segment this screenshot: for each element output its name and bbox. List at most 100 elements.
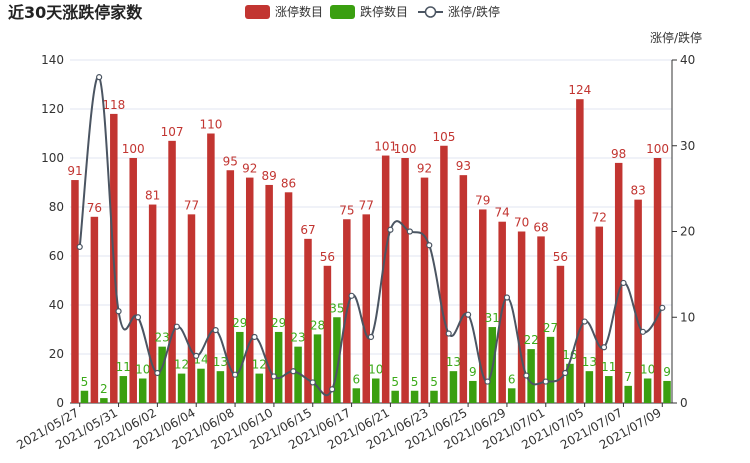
bar-down xyxy=(372,378,380,403)
bar-up-label: 70 xyxy=(514,216,529,230)
bar-up-label: 124 xyxy=(568,83,591,97)
chart-title: 近30天涨跌停家数 xyxy=(8,3,143,22)
bar-down-label: 12 xyxy=(252,358,267,372)
bar-down xyxy=(313,334,322,403)
bar-up-label: 110 xyxy=(199,118,222,132)
bar-up-label: 68 xyxy=(533,220,548,234)
bar-up xyxy=(381,155,390,403)
bar-down-label: 7 xyxy=(624,370,632,384)
bar-up xyxy=(595,226,604,403)
bar-down-label: 27 xyxy=(543,321,558,335)
bar-up xyxy=(304,238,312,403)
ratio-point xyxy=(406,228,413,235)
bar-down xyxy=(643,378,652,403)
ratio-point xyxy=(387,226,394,233)
bar-down xyxy=(507,388,516,403)
ratio-point xyxy=(96,74,103,81)
ratio-point xyxy=(484,378,491,385)
ratio-point xyxy=(154,369,161,377)
y-left-tick-label: 20 xyxy=(49,347,64,361)
bar-down xyxy=(391,390,399,403)
bar-down-label: 11 xyxy=(601,360,616,374)
bar-down xyxy=(605,376,613,403)
bar-down xyxy=(430,390,438,403)
bar-up-label: 56 xyxy=(553,250,568,264)
y-right-tick-label: 40 xyxy=(680,53,695,67)
legend-swatch-2 xyxy=(330,5,355,19)
bar-down-label: 13 xyxy=(582,355,597,369)
y-left-tick-label: 60 xyxy=(49,249,64,263)
ratio-point xyxy=(134,314,142,321)
bar-up xyxy=(129,158,137,403)
bar-down-label: 23 xyxy=(290,331,305,345)
bar-down-label: 5 xyxy=(430,375,438,389)
bar-down xyxy=(663,380,671,403)
bar-down xyxy=(119,376,128,403)
bar-up xyxy=(653,158,662,403)
bar-down-label: 31 xyxy=(485,311,500,325)
ratio-point xyxy=(348,292,355,299)
bar-down xyxy=(469,380,477,403)
ratio-point xyxy=(659,304,666,311)
bar-up xyxy=(71,180,79,403)
bar-up-label: 91 xyxy=(67,164,82,178)
bar-down xyxy=(138,378,147,403)
bar-up-label: 93 xyxy=(456,159,471,173)
bar-down-label: 13 xyxy=(213,355,228,369)
bar-up xyxy=(401,158,409,403)
bar-down xyxy=(216,371,225,403)
bar-down-label: 9 xyxy=(469,365,477,379)
bar-down-label: 29 xyxy=(232,316,247,330)
bar-up xyxy=(517,231,526,403)
bar-up-label: 56 xyxy=(320,250,335,264)
bar-up-label: 95 xyxy=(223,154,238,168)
bar-down-label: 11 xyxy=(116,360,131,374)
bar-up-label: 98 xyxy=(611,147,626,161)
bar-up-label: 77 xyxy=(359,198,374,212)
bar-down-label: 10 xyxy=(640,363,655,377)
y-left-tick-label: 40 xyxy=(49,298,64,312)
bar-up-label: 89 xyxy=(262,169,277,183)
y-left-tick-label: 100 xyxy=(41,151,64,165)
bar-down-label: 35 xyxy=(329,301,344,315)
legend-swatch-1 xyxy=(245,5,270,19)
ratio-point xyxy=(367,333,375,341)
bar-up-label: 76 xyxy=(87,201,102,215)
ratio-point xyxy=(309,379,316,386)
bar-down xyxy=(158,346,166,403)
bar-down xyxy=(546,336,555,403)
bar-up-label: 67 xyxy=(300,223,315,237)
bar-up-label: 77 xyxy=(184,198,199,212)
bar-down-label: 22 xyxy=(523,333,538,347)
ratio-point xyxy=(193,352,200,359)
bar-down xyxy=(100,398,108,403)
ratio-point xyxy=(523,372,530,379)
legend-label-3: 涨停/跌停 xyxy=(448,4,500,19)
bar-down-label: 2 xyxy=(100,382,108,396)
ratio-point xyxy=(464,311,472,318)
ratio-point xyxy=(581,318,588,325)
bar-up-label: 100 xyxy=(394,142,417,156)
bar-up-label: 72 xyxy=(592,211,607,225)
y-left-tick-label: 80 xyxy=(49,200,64,214)
ratio-point xyxy=(639,328,646,335)
bar-up xyxy=(614,162,623,403)
bar-up xyxy=(187,214,196,403)
bar-down xyxy=(624,385,632,403)
bar-up xyxy=(226,170,235,403)
bar-down xyxy=(177,373,186,403)
bar-up xyxy=(284,192,293,403)
ratio-point xyxy=(503,294,511,301)
bar-up xyxy=(479,209,487,403)
y-right-tick-label: 20 xyxy=(680,225,695,239)
ratio-point xyxy=(542,378,549,385)
ratio-point xyxy=(76,243,83,251)
bar-down xyxy=(294,346,302,403)
ratio-point xyxy=(231,371,239,378)
bar-down xyxy=(255,373,263,403)
bar-down xyxy=(274,331,283,403)
bar-down xyxy=(80,390,89,403)
ratio-point xyxy=(251,333,258,341)
bar-up-label: 105 xyxy=(432,130,455,144)
